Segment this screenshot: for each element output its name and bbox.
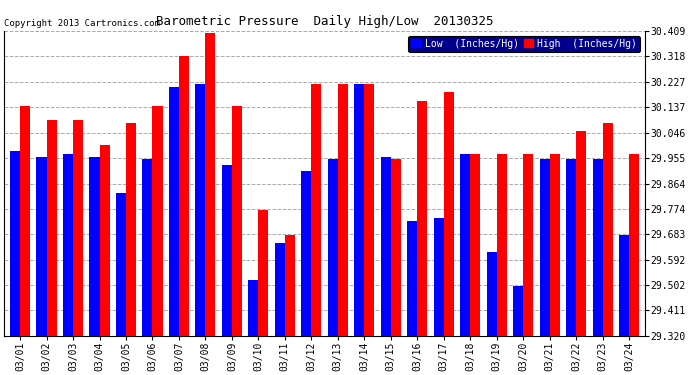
Bar bbox=[444, 92, 454, 336]
Bar bbox=[311, 84, 322, 336]
Bar bbox=[73, 120, 83, 336]
Bar bbox=[497, 154, 506, 336]
Bar bbox=[285, 235, 295, 336]
Legend: Low  (Inches/Hg), High  (Inches/Hg): Low (Inches/Hg), High (Inches/Hg) bbox=[408, 36, 640, 52]
Bar bbox=[142, 159, 152, 336]
Bar bbox=[116, 193, 126, 336]
Bar bbox=[460, 154, 471, 336]
Bar bbox=[471, 154, 480, 336]
Bar bbox=[328, 159, 338, 336]
Bar bbox=[593, 159, 602, 336]
Bar bbox=[275, 243, 285, 336]
Bar bbox=[126, 123, 136, 336]
Bar bbox=[179, 56, 189, 336]
Bar bbox=[354, 84, 364, 336]
Bar bbox=[566, 159, 576, 336]
Bar bbox=[576, 132, 586, 336]
Bar bbox=[550, 154, 560, 336]
Bar bbox=[407, 221, 417, 336]
Bar bbox=[540, 159, 550, 336]
Bar bbox=[338, 84, 348, 336]
Bar bbox=[20, 106, 30, 336]
Bar bbox=[629, 154, 639, 336]
Bar bbox=[302, 171, 311, 336]
Bar bbox=[37, 157, 46, 336]
Title: Barometric Pressure  Daily High/Low  20130325: Barometric Pressure Daily High/Low 20130… bbox=[156, 15, 493, 28]
Bar bbox=[222, 165, 232, 336]
Bar bbox=[523, 154, 533, 336]
Bar bbox=[169, 87, 179, 336]
Bar bbox=[63, 154, 73, 336]
Bar bbox=[248, 280, 258, 336]
Bar bbox=[46, 120, 57, 336]
Bar bbox=[364, 84, 375, 336]
Bar bbox=[486, 252, 497, 336]
Bar bbox=[99, 146, 110, 336]
Text: Copyright 2013 Cartronics.com: Copyright 2013 Cartronics.com bbox=[4, 19, 160, 28]
Bar bbox=[195, 84, 206, 336]
Bar bbox=[258, 210, 268, 336]
Bar bbox=[90, 157, 99, 336]
Bar bbox=[206, 33, 215, 336]
Bar bbox=[619, 235, 629, 336]
Bar bbox=[381, 157, 391, 336]
Bar bbox=[232, 106, 242, 336]
Bar bbox=[602, 123, 613, 336]
Bar bbox=[152, 106, 163, 336]
Bar bbox=[513, 285, 523, 336]
Bar bbox=[391, 159, 401, 336]
Bar bbox=[434, 218, 444, 336]
Bar bbox=[10, 151, 20, 336]
Bar bbox=[417, 101, 427, 336]
